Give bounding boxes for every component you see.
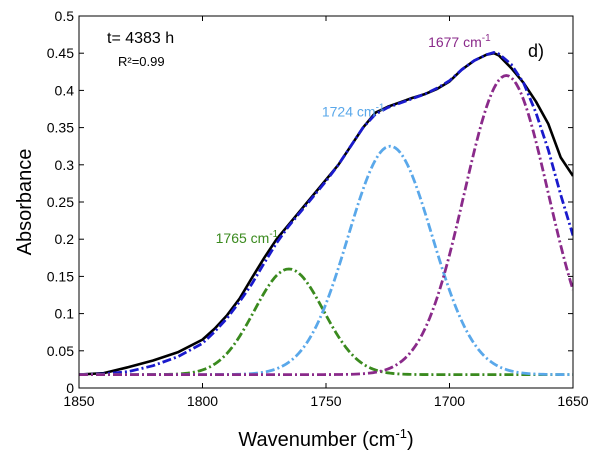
- peak-1724-curve: [79, 144, 573, 377]
- y-tick-label: 0.15: [47, 268, 74, 284]
- y-tick-label: 0.35: [47, 120, 74, 136]
- x-tick-label: 1850: [63, 393, 94, 409]
- y-tick-label: 0.05: [47, 343, 74, 359]
- r-squared-annotation: R²=0.99: [118, 54, 165, 69]
- y-tick-label: 0.3: [55, 157, 75, 173]
- y-tick-label: 0.25: [47, 194, 74, 210]
- peak-1677-curve: [79, 74, 573, 377]
- peak-label: 1677 cm-1: [428, 33, 491, 50]
- y-tick-label: 0.1: [55, 306, 75, 322]
- x-tick-label: 1750: [310, 393, 341, 409]
- labels-layer: Wavenumber (cm-1) Absorbance t= 4383 h R…: [14, 30, 544, 451]
- panel-label: d): [528, 41, 544, 61]
- y-tick-label: 0.5: [55, 8, 75, 24]
- x-tick-label: 1700: [434, 393, 465, 409]
- x-axis-label: Wavenumber (cm-1): [238, 426, 413, 451]
- peak-label: 1724 cm-1: [322, 102, 385, 119]
- time-annotation: t= 4383 h: [107, 30, 174, 47]
- y-tick-label: 0: [66, 380, 74, 396]
- ticks-layer: 1850 1800 1750 1700 1650 0 0.05 0.1 0.15 0.2 0.25 0…: [47, 8, 589, 409]
- measured-curve: [79, 51, 573, 376]
- y-tick-label: 0.4: [55, 82, 75, 98]
- fit-sum-curve: [79, 51, 573, 377]
- peak-1765-curve: [79, 267, 573, 377]
- y-tick-label: 0.2: [55, 231, 75, 247]
- x-tick-label: 1800: [187, 393, 218, 409]
- y-axis-label: Absorbance: [14, 149, 36, 256]
- plot-frame: [78, 15, 574, 389]
- peak-label: 1765 cm-1: [216, 229, 279, 246]
- y-tick-label: 0.45: [47, 45, 74, 61]
- series-layer: [79, 51, 573, 377]
- x-tick-label: 1650: [557, 393, 588, 409]
